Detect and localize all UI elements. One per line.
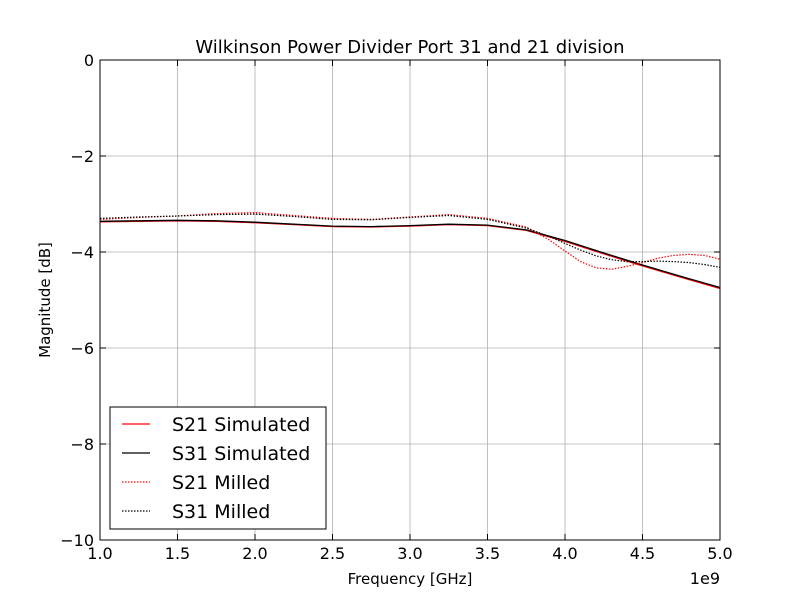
x-tick-label: 4.0	[552, 544, 577, 563]
y-tick-label: −2	[70, 147, 94, 166]
axis-ticks: 1.0 1.5 2.0 2.5 3.0 3.5 4.0 4.5 5.0 0 −2 −4 −6 −8 −10	[60, 51, 732, 563]
x-tick-label: 1.0	[87, 544, 112, 563]
legend-box	[109, 406, 327, 530]
x-tick-label: 4.5	[630, 544, 655, 563]
x-tick-label: 5.0	[707, 544, 732, 563]
x-tick-label: 3.5	[475, 544, 500, 563]
legend-label-s21-milled: S21 Milled	[172, 472, 270, 494]
legend: S21 Simulated S31 Simulated S21 Milled S31 …	[109, 406, 327, 530]
x-tick-label: 1.5	[165, 544, 190, 563]
series-line-s21-milled	[99, 212, 721, 270]
x-tick-label: 2.0	[242, 544, 267, 563]
x-offset-label: 1e9	[690, 569, 720, 588]
series-layer	[99, 212, 721, 290]
series-line-s31-simulated	[99, 219, 721, 289]
y-tick-label: 0	[84, 51, 94, 70]
x-axis-label: Frequency [GHz]	[348, 570, 473, 588]
y-tick-label: −8	[70, 435, 94, 454]
legend-label-s21-simulated: S21 Simulated	[172, 414, 310, 436]
y-tick-label: −4	[70, 243, 94, 262]
chart-title: Wilkinson Power Divider Port 31 and 21 d…	[195, 37, 624, 58]
y-tick-label: −10	[60, 531, 94, 550]
x-tick-label: 2.5	[320, 544, 345, 563]
y-axis-label: Magnitude [dB]	[36, 242, 54, 358]
y-tick-label: −6	[70, 339, 94, 358]
grid-lines	[99, 59, 721, 541]
x-tick-label: 3.0	[397, 544, 422, 563]
series-line-s31-milled	[99, 213, 721, 268]
legend-label-s31-milled: S31 Milled	[172, 501, 270, 523]
legend-label-s31-simulated: S31 Simulated	[172, 443, 310, 465]
